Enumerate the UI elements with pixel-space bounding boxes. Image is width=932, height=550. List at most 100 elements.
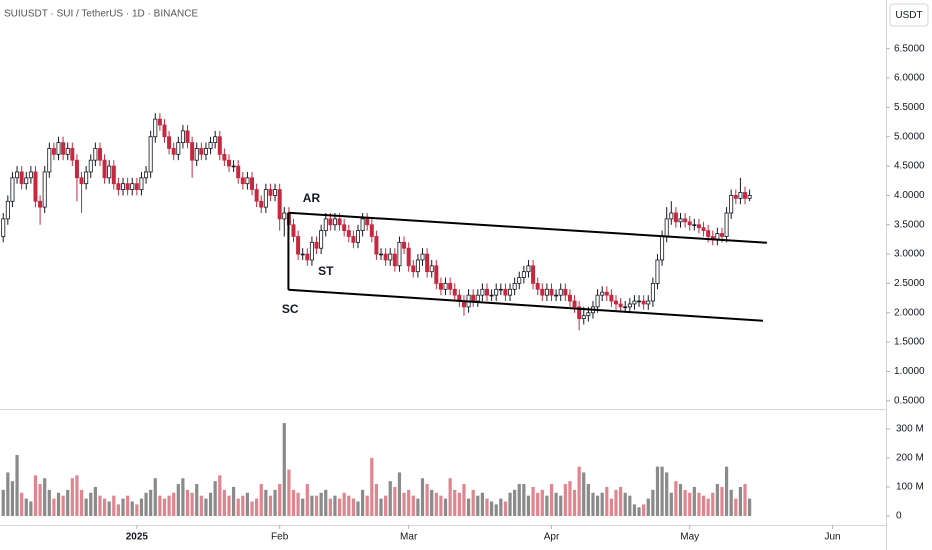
volume-bar bbox=[310, 495, 314, 516]
volume-bar bbox=[370, 457, 374, 516]
volume-bar bbox=[61, 495, 65, 516]
candle-body bbox=[107, 165, 112, 179]
volume-bar bbox=[222, 489, 226, 516]
candle-body bbox=[429, 265, 434, 273]
volume-bar bbox=[397, 472, 402, 516]
candle-body bbox=[97, 148, 102, 161]
volume-bar bbox=[181, 478, 185, 516]
candle-body bbox=[1, 218, 6, 237]
candle-body bbox=[646, 300, 651, 305]
candle-body bbox=[623, 306, 628, 309]
chart-title: SUIUSDT · SUI / TetherUS · 1D · BINANCE bbox=[4, 9, 198, 20]
candle-body bbox=[609, 294, 614, 302]
volume-bar bbox=[75, 475, 79, 516]
volume-bar bbox=[144, 492, 148, 516]
volume-bar bbox=[255, 498, 259, 516]
volume-bar bbox=[738, 486, 743, 516]
volume-bar bbox=[420, 478, 425, 516]
volume-bar bbox=[559, 495, 563, 516]
candle-body bbox=[51, 148, 56, 155]
candle-body bbox=[415, 259, 420, 273]
candle-body bbox=[696, 224, 701, 229]
volume-bar bbox=[526, 495, 531, 516]
volume-bar bbox=[471, 489, 475, 516]
volume-bar bbox=[711, 492, 715, 516]
trendline bbox=[288, 211, 767, 244]
candle-body bbox=[213, 136, 218, 143]
volume-bar bbox=[102, 498, 107, 516]
volume-bar bbox=[126, 495, 130, 516]
volume-bar bbox=[296, 492, 300, 516]
candle-body bbox=[544, 288, 549, 296]
volume-bar bbox=[10, 481, 15, 516]
volume-bar bbox=[337, 498, 342, 516]
candle-body bbox=[259, 200, 264, 208]
volume-bar bbox=[476, 495, 480, 516]
volume-bar bbox=[499, 498, 503, 516]
volume-bar bbox=[195, 484, 199, 516]
volume-bar bbox=[342, 492, 346, 516]
candle-body bbox=[148, 136, 153, 173]
candle-body bbox=[222, 153, 227, 161]
candle-body bbox=[351, 236, 356, 243]
y-tick-label: 3.5000 bbox=[894, 219, 925, 230]
candle-body bbox=[208, 142, 213, 149]
volume-bar bbox=[301, 498, 305, 516]
volume-bar bbox=[204, 498, 208, 516]
volume-bar bbox=[52, 498, 56, 516]
candle-body bbox=[296, 236, 301, 255]
volume-bar bbox=[93, 486, 97, 516]
candle-body bbox=[291, 224, 296, 237]
candle-body bbox=[88, 159, 93, 173]
annotation: ST bbox=[318, 264, 334, 278]
candle-body bbox=[535, 283, 540, 290]
candle-body bbox=[346, 230, 351, 237]
volume-bar bbox=[660, 466, 664, 516]
volume-bar bbox=[697, 492, 701, 516]
candle-body bbox=[157, 118, 162, 126]
volume-bar bbox=[655, 466, 660, 516]
volume-bar bbox=[278, 484, 282, 516]
candle-body bbox=[180, 130, 185, 143]
volume-bar bbox=[6, 472, 10, 516]
candle-body bbox=[540, 288, 545, 296]
candle-body bbox=[309, 241, 314, 261]
volume-bar bbox=[637, 507, 641, 516]
volume-bar bbox=[425, 484, 429, 516]
volume-bar bbox=[642, 504, 646, 516]
volume-bar bbox=[356, 501, 360, 516]
volume-bar bbox=[430, 489, 434, 516]
volume-bar bbox=[121, 498, 125, 516]
volume-bar bbox=[384, 495, 388, 516]
y-tick-label: 3.0000 bbox=[894, 249, 925, 260]
volume-bar bbox=[701, 495, 706, 516]
currency-box[interactable] bbox=[889, 3, 929, 27]
candle-body bbox=[102, 159, 107, 179]
volume-bar bbox=[282, 423, 286, 516]
volume-bar bbox=[79, 489, 84, 516]
candle-body bbox=[595, 294, 600, 308]
currency-label[interactable]: USDT bbox=[895, 10, 922, 21]
volume-bar bbox=[568, 481, 572, 516]
candle-body bbox=[747, 195, 752, 199]
candle-body bbox=[572, 300, 577, 308]
volume-bar bbox=[199, 495, 203, 516]
candle-body bbox=[74, 159, 79, 179]
candle-body bbox=[489, 294, 494, 297]
volume-bar bbox=[545, 495, 549, 516]
candle-body bbox=[365, 218, 370, 226]
candle-body bbox=[664, 218, 669, 237]
candle-body bbox=[600, 291, 605, 296]
y-tick-label: 4.0000 bbox=[894, 190, 925, 201]
volume-bar bbox=[683, 489, 687, 516]
candle-body bbox=[5, 200, 10, 220]
volume-bar bbox=[678, 484, 683, 516]
volume-bar bbox=[605, 486, 609, 516]
volume-bar bbox=[586, 484, 590, 516]
candle-body bbox=[475, 294, 480, 302]
candle-body bbox=[632, 300, 637, 305]
volume-bar bbox=[388, 481, 392, 516]
volume-bar bbox=[665, 472, 669, 516]
candle-body bbox=[743, 192, 748, 199]
